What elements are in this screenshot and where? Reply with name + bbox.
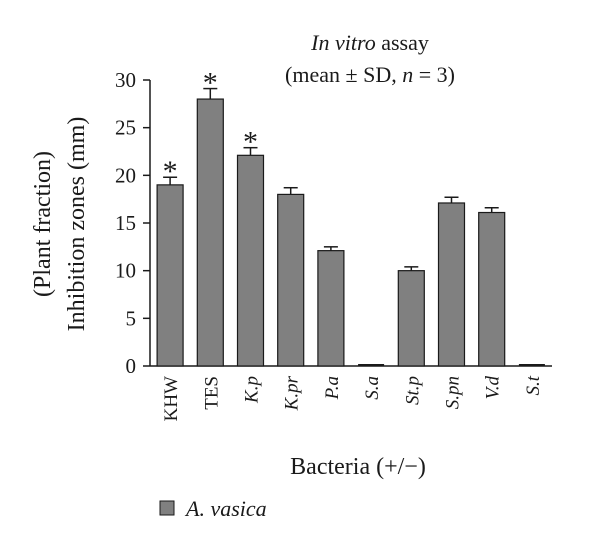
x-tick-label: St.p [402, 376, 423, 405]
bar [156, 184, 184, 367]
x-tick-label: P.a [322, 376, 343, 400]
x-tick-label: KHW [161, 376, 182, 421]
y-tick-label: 5 [126, 306, 137, 330]
chart-title-line1: In vitro assay [310, 30, 429, 55]
significance-marker: * [163, 155, 178, 188]
significance-marker: * [243, 126, 258, 159]
chart-title-stats: (mean ± SD, [285, 62, 402, 87]
legend: A. vasica [159, 496, 267, 521]
bar [236, 154, 265, 367]
x-tick-label: S.pn [443, 376, 464, 409]
chart-title-line2: (mean ± SD, n = 3) [285, 62, 455, 87]
legend-swatch [159, 500, 175, 516]
bar [196, 98, 224, 367]
y-tick-label: 30 [115, 68, 136, 92]
x-tick-label: V.d [483, 376, 504, 400]
x-tick-label: S.a [362, 376, 383, 400]
y-axis-label-line1: (Plant fraction) [30, 151, 56, 297]
bar [277, 193, 305, 367]
bar [397, 270, 425, 367]
bar [317, 250, 345, 367]
y-tick-label: 10 [115, 259, 136, 283]
significance-marker: * [203, 67, 218, 100]
x-tick-label: K.p [242, 376, 263, 404]
x-tick-label: S.t [523, 375, 544, 395]
x-tick-label: K.pr [282, 375, 303, 411]
chart-title-n: n [402, 62, 413, 87]
y-tick-label: 15 [115, 211, 136, 235]
chart-title-rest: assay [376, 30, 429, 55]
plot-area: 0 5 10 15 20 25 30 * KHW * TES * K.p K.pr P.a S.a St.p S.… [115, 67, 552, 421]
bar [437, 202, 466, 367]
chart-title-italic: In vitro [310, 30, 376, 55]
x-axis-label: Bacteria (+/−) [290, 454, 426, 480]
chart-title-n-value: = 3) [413, 62, 455, 87]
bar [478, 211, 506, 367]
y-tick-label: 25 [115, 116, 136, 140]
x-tick-label: TES [201, 376, 222, 410]
y-tick-label: 20 [115, 163, 136, 187]
y-axis-label-line2: Inhibition zones (mm) [64, 117, 90, 332]
y-tick-label: 0 [126, 354, 137, 378]
legend-label: A. vasica [184, 496, 267, 521]
